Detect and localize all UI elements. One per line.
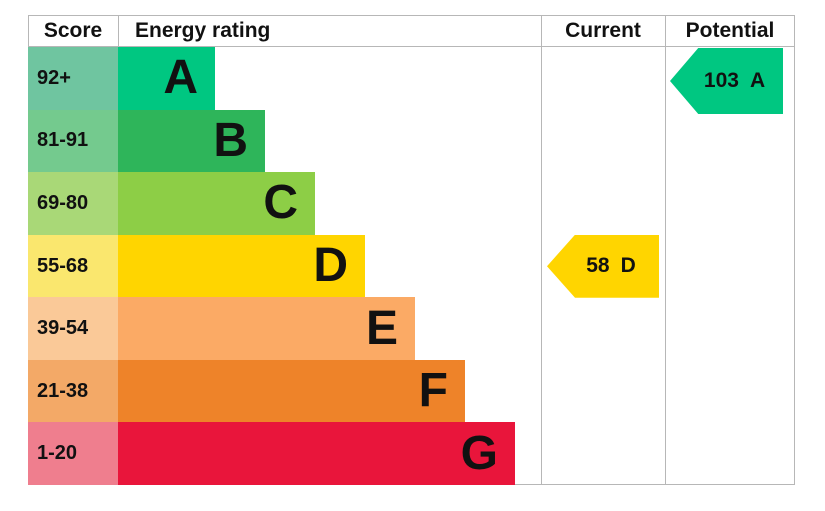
energy-bands-column: 92+ A 81-91 B 69-80 C 55-68 D 39-54 E 21… — [28, 47, 541, 486]
header-current: Current — [565, 19, 641, 42]
header-underline — [28, 46, 795, 47]
potential-rating-arrow: 103 A — [670, 48, 783, 114]
current-score-value: 58 — [586, 254, 610, 278]
table-right-border — [794, 15, 795, 485]
band-score-range: 69-80 — [28, 172, 118, 235]
epc-table: Score Energy rating Current Potential 92… — [28, 15, 795, 486]
score-column-divider — [118, 15, 119, 46]
header-potential: Potential — [685, 19, 775, 42]
band-bar: G — [118, 422, 515, 486]
table-top-border — [28, 15, 795, 16]
band-score-range: 81-91 — [28, 109, 118, 173]
epc-band-row: 69-80 C — [28, 172, 541, 235]
current-column-divider — [541, 15, 542, 485]
band-bar: D — [118, 234, 365, 298]
table-left-border — [28, 15, 29, 46]
band-score-range: 92+ — [28, 47, 118, 110]
epc-band-row: 55-68 D — [28, 234, 541, 298]
table-header-row: Score Energy rating Current Potential — [28, 16, 795, 46]
band-score-range: 1-20 — [28, 422, 118, 486]
band-score-range: 39-54 — [28, 297, 118, 360]
epc-band-row: 92+ A — [28, 47, 541, 110]
band-bar: B — [118, 109, 265, 173]
band-letter: G — [460, 426, 498, 480]
band-bar: C — [118, 172, 315, 235]
potential-band-letter: A — [749, 69, 766, 92]
band-letter: E — [365, 301, 398, 355]
epc-band-row: 39-54 E — [28, 297, 541, 360]
band-bar: A — [118, 47, 215, 110]
band-letter: C — [263, 176, 298, 230]
epc-band-row: 1-20 G — [28, 422, 541, 486]
current-rating-arrow: 58 D — [547, 234, 659, 298]
band-letter: F — [418, 364, 448, 418]
current-band-letter: D — [620, 254, 636, 278]
potential-score-value: 103 — [703, 69, 739, 92]
potential-column-divider — [665, 15, 666, 485]
band-score-range: 21-38 — [28, 359, 118, 423]
band-letter: B — [213, 113, 248, 167]
band-bar: E — [118, 297, 415, 360]
epc-band-row: 81-91 B — [28, 109, 541, 173]
band-letter: A — [163, 51, 198, 105]
epc-band-row: 21-38 F — [28, 359, 541, 423]
header-energy-rating: Energy rating — [135, 19, 271, 42]
band-bar: F — [118, 359, 465, 423]
band-score-range: 55-68 — [28, 234, 118, 298]
band-letter: D — [313, 239, 348, 293]
header-score: Score — [43, 19, 103, 42]
